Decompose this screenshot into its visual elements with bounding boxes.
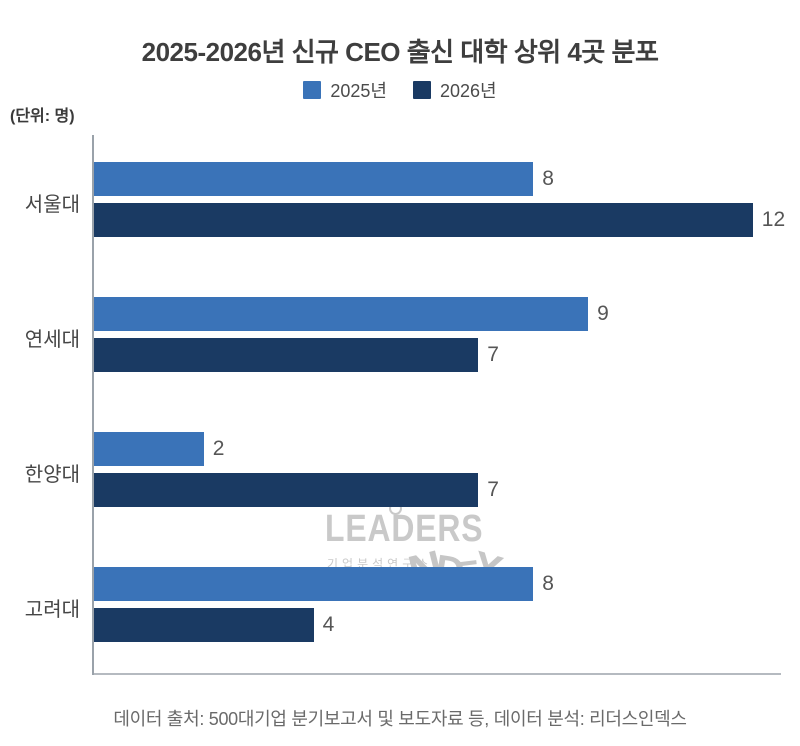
bar-2026년	[94, 473, 479, 507]
bar-2026년	[94, 608, 314, 642]
bar-row: 9	[94, 297, 800, 331]
value-label: 7	[487, 478, 499, 501]
bar-pair: 8 12	[92, 135, 800, 270]
legend-swatch-2025	[303, 81, 322, 99]
chart-rows: 서울대 8 12 연세대 9 7 한양대 2 7 고려대 8 4	[0, 135, 800, 675]
bar-2025년	[94, 567, 534, 601]
bar-row: 8	[94, 162, 800, 196]
bar-row: 7	[94, 473, 800, 507]
category-label: 한양대	[24, 464, 80, 486]
category-label: 연세대	[24, 329, 80, 351]
bar-row: 7	[94, 338, 800, 372]
watermark-leaders-text: LEADERS	[325, 508, 484, 550]
legend: 2025년 2026년	[0, 77, 800, 103]
category-label: 고려대	[24, 599, 80, 621]
value-label: 12	[761, 208, 786, 231]
value-label: 7	[487, 343, 499, 366]
legend-label-2025: 2025년	[330, 81, 387, 101]
value-label: 8	[542, 167, 554, 190]
legend-swatch-2026	[413, 81, 431, 99]
bar-2026년	[94, 203, 753, 237]
chart-title: 2025-2026년 신규 CEO 출신 대학 상위 4곳 분포	[141, 37, 659, 68]
x-axis-line	[92, 673, 781, 675]
category-label: 서울대	[24, 194, 80, 216]
bar-row: 12	[94, 203, 800, 237]
value-label: 8	[542, 572, 554, 595]
value-label: 4	[322, 613, 335, 636]
legend-item-2026: 2026년	[413, 77, 497, 103]
unit-label: (단위: 명)	[10, 108, 75, 125]
bar-2025년	[94, 432, 204, 466]
value-label: 9	[597, 302, 609, 325]
category-row: 한양대 2 7	[0, 405, 800, 540]
value-label: 2	[212, 437, 225, 460]
legend-label-2026: 2026년	[440, 81, 497, 101]
source-note: 데이터 출처: 500대기업 분기보고서 및 보도자료 등, 데이터 분석: 리…	[113, 709, 687, 729]
category-row: 서울대 8 12	[0, 135, 800, 270]
category-row: 연세대 9 7	[0, 270, 800, 405]
bar-chart: LEADERS 기업분석연구소 NDEX 서울대812연세대97한양대27고려대…	[0, 135, 800, 675]
bar-2025년	[94, 297, 589, 331]
bar-2025년	[94, 162, 534, 196]
category-row: 고려대 8 4	[0, 540, 800, 675]
bar-row: 2	[94, 432, 800, 466]
bar-2026년	[94, 338, 479, 372]
legend-item-2025: 2025년	[303, 77, 387, 103]
bar-row: 4	[94, 608, 800, 642]
bar-row: 8	[94, 567, 800, 601]
